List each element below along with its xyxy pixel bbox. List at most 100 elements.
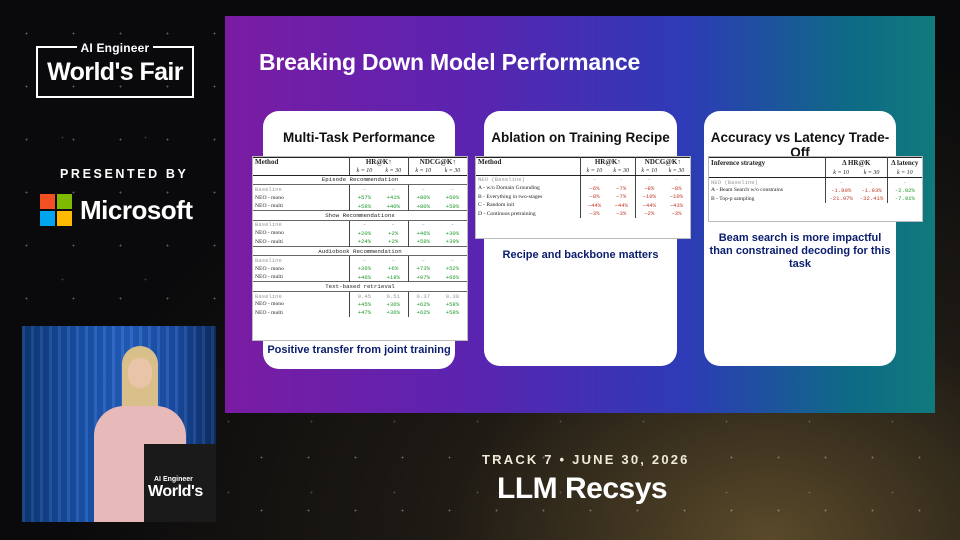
table-row: NEO - multi +46% +18% +97% +66% — [253, 273, 467, 282]
row-method: D - Continuos pretraining — [478, 210, 536, 217]
table-row: NEO - multi +47% +36% +62% +58% — [253, 308, 467, 318]
multi-task-table: Method HR@K↑ NDCG@K↑ k = 10 k = 30 k = 1… — [252, 156, 468, 341]
row-value: 0.37 — [407, 291, 438, 301]
row-value: −7% — [616, 184, 627, 192]
row-value: +60% — [445, 194, 460, 202]
accuracy-latency-table: Inference strategy Δ HR@K Δ latency k = … — [708, 156, 923, 222]
row-value: +62% — [407, 300, 438, 309]
row-method: NEO - multi — [255, 309, 283, 316]
row-value: −7% — [616, 193, 627, 201]
table-row: A - w/o Domain Grounding −6% −7% −8% −8% — [476, 184, 690, 193]
row-value: – — [391, 221, 395, 229]
row-value: +57% — [348, 193, 379, 202]
card-caption: Recipe and backbone matters — [502, 249, 659, 261]
row-value: −44% — [634, 200, 663, 210]
row-method: Baseline — [255, 221, 282, 229]
row-value: +58% — [407, 237, 438, 247]
table-row: C - Random init −44% −44% −44% −43% — [476, 200, 690, 210]
row-method: NEO - mono — [255, 194, 284, 201]
row-value: +58% — [445, 300, 460, 308]
row-method: NEO - mono — [255, 265, 284, 272]
row-method: NEO - mono — [255, 301, 284, 308]
table-row: NEO (Baseline) - - - - — [476, 175, 690, 185]
row-value: −43% — [669, 201, 684, 209]
table-row: Baseline 0.45 0.51 0.37 0.38 — [253, 291, 467, 301]
row-value: −3% — [616, 210, 627, 218]
row-value: +46% — [348, 273, 379, 282]
row-value: +80% — [407, 193, 438, 202]
event-logo-big-text: World's Fair — [47, 58, 183, 86]
row-value: – — [348, 255, 379, 265]
row-method: A - Beam Search w/o constrains — [711, 187, 783, 194]
table-row: NEO (Baseline) - - - — [709, 177, 922, 187]
row-value: -32.41% — [859, 195, 884, 203]
event-logo: AI Engineer World's Fair — [36, 41, 194, 98]
sub-header: k = 30 — [856, 168, 888, 178]
row-value: +36% — [386, 300, 400, 308]
sub-header: k = 10 — [579, 166, 608, 176]
row-value: - — [674, 176, 679, 184]
table-row: NEO - multi +24% +2% +58% +39% — [253, 237, 467, 247]
col-header: NDCG@K↑ — [634, 157, 690, 167]
row-value: - — [634, 175, 663, 185]
section-header-row: Audiobook Recommendation — [253, 245, 467, 257]
table-row: D - Continuos pretraining −3% −3% −2% −3% — [476, 209, 690, 218]
row-method: NEO - multi — [255, 238, 283, 245]
row-value: +20% — [348, 229, 379, 238]
row-value: −6% — [579, 184, 608, 193]
sub-header: k = 30 — [607, 166, 636, 176]
table-row: NEO - mono +57% +41% +80% +60% — [253, 193, 467, 202]
row-value: - — [579, 175, 608, 185]
row-method: NEO - multi — [255, 203, 283, 210]
row-value: +2% — [388, 229, 399, 237]
section-header-row: Show Recommendations — [253, 210, 467, 221]
table-row: NEO - multi +58% +40% +80% +59% — [253, 201, 467, 211]
row-value: −8% — [634, 184, 663, 193]
event-logo-small-text: AI Engineer — [76, 41, 154, 55]
row-value: −10% — [634, 192, 663, 201]
sub-header: k = 10 — [886, 168, 922, 178]
card-title: Ablation on Training Recipe — [491, 130, 670, 145]
speaker-video: AI Engineer World's — [22, 326, 216, 522]
row-value: – — [450, 256, 455, 264]
row-method: NEO - mono — [255, 230, 284, 237]
row-value: +52% — [445, 265, 460, 273]
row-value: 0.45 — [348, 291, 379, 301]
row-value: +36% — [348, 264, 379, 274]
podium-logo-big: World's — [148, 483, 203, 500]
row-value: +62% — [407, 308, 438, 318]
table-row: B - Everything in two-stages −8% −7% −10% −1… — [476, 192, 690, 201]
section-title: Show Recommendations — [253, 210, 467, 221]
section-title: Episode Recommendation — [253, 174, 467, 186]
row-value: – — [407, 255, 438, 265]
row-method: B - Top-p sampling — [711, 195, 755, 202]
row-value: +59% — [445, 202, 460, 210]
row-value: −44% — [579, 200, 608, 210]
sub-header: k = 30 — [378, 166, 409, 176]
row-value: −2% — [634, 209, 663, 218]
track-label: TRACK 7 • JUNE 30, 2026 — [482, 452, 690, 467]
sub-header: k = 30 — [437, 166, 467, 176]
slide-title: Breaking Down Model Performance — [259, 49, 641, 75]
card-caption: Positive transfer from joint training — [267, 344, 451, 356]
row-value: -1.80% — [825, 186, 857, 195]
col-header: HR@K↑ — [580, 157, 636, 167]
sponsor-logo: Microsoft — [40, 194, 193, 226]
row-method: C - Random init — [478, 202, 515, 209]
table-row: Baseline – – – – — [253, 255, 467, 265]
row-value: +36% — [386, 309, 400, 317]
row-method: A - w/o Domain Grounding — [478, 185, 540, 192]
col-header: Method — [255, 158, 279, 167]
row-value: – — [450, 185, 455, 193]
sub-header: k = 10 — [634, 166, 663, 176]
row-method: B - Everything in two-stages — [478, 193, 543, 200]
row-value: - — [886, 177, 922, 187]
row-value: – — [407, 220, 438, 230]
table-row: Baseline – – – – — [253, 184, 467, 194]
row-value: 0.38 — [445, 292, 460, 300]
row-value: +58% — [445, 309, 460, 317]
row-value: +39% — [445, 238, 460, 246]
row-value: −8% — [671, 184, 682, 192]
row-value: – — [348, 220, 379, 230]
presented-by-label: PRESENTED BY — [60, 167, 189, 181]
